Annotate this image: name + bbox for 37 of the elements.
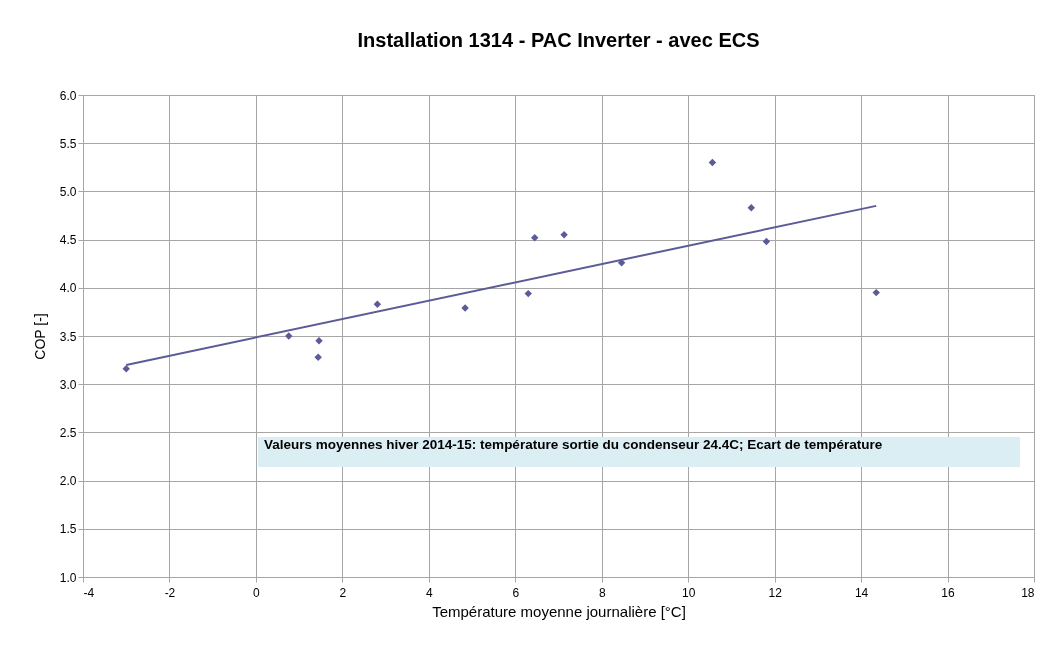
x-tick-label: 18 — [1021, 585, 1035, 600]
y-tick-label: 5.5 — [59, 136, 77, 151]
x-tick-label: 10 — [682, 585, 696, 600]
point — [708, 158, 717, 167]
x-tick-label: 8 — [598, 585, 606, 600]
point — [524, 289, 532, 298]
y-tick-label: 3.0 — [59, 377, 77, 392]
y-tick-label: 4.0 — [59, 281, 77, 296]
point — [747, 204, 755, 212]
x-tick-label: 0 — [253, 585, 261, 600]
y-tick-label: 6.0 — [59, 88, 77, 103]
y-axis-title: COP [-] — [31, 313, 48, 360]
note-box: Valeurs moyennes hiver 2014-15: température sortie du condenseur 24.4C; Ecart de température — [258, 437, 1020, 467]
point — [560, 231, 568, 239]
x-tick-label: 16 — [941, 585, 956, 600]
y-tick-label: 3.5 — [59, 329, 77, 344]
y-tick-label: 5.0 — [59, 184, 77, 199]
x-tick-label: 6 — [512, 585, 520, 600]
x-tick-label: -2 — [164, 585, 176, 600]
point — [762, 237, 771, 246]
y-tick-label: 1.5 — [59, 522, 77, 537]
y-tick-label: 4.5 — [59, 233, 77, 248]
y-tick-label: 1.0 — [59, 570, 77, 585]
x-tick-label: 4 — [425, 585, 433, 600]
y-tick-label: 2.0 — [59, 474, 77, 489]
x-tick-label: 12 — [768, 585, 783, 600]
point — [122, 365, 130, 373]
chart-title: Installation 1314 - PAC Inverter - avec ECS — [357, 29, 760, 51]
point — [531, 233, 539, 242]
x-tick-label: -4 — [83, 585, 95, 600]
x-tick-label: 2 — [339, 585, 347, 600]
point — [872, 288, 880, 297]
y-tick-label: 2.5 — [59, 425, 77, 440]
x-axis-title: Température moyenne journalière [°C] — [432, 602, 686, 620]
point — [314, 353, 322, 361]
x-tick-label: 14 — [854, 585, 869, 600]
point — [373, 300, 382, 308]
